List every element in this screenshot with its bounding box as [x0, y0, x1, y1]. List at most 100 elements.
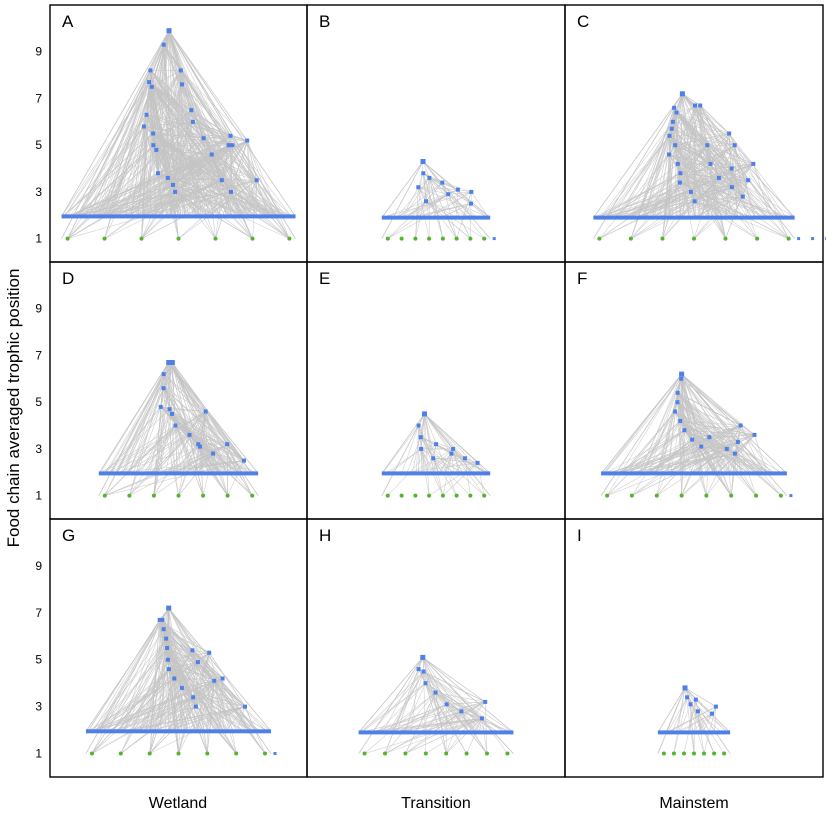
- consumer-node: [732, 143, 737, 148]
- edge: [101, 70, 151, 217]
- consumer-node: [154, 147, 159, 152]
- y-tick-label: 3: [35, 700, 42, 714]
- edge: [165, 638, 193, 651]
- consumer-node: [198, 444, 202, 449]
- edge: [148, 82, 156, 217]
- consumer-node: [735, 439, 740, 444]
- edge: [665, 128, 672, 218]
- edge: [753, 163, 789, 239]
- edge: [690, 191, 742, 218]
- edge: [193, 697, 246, 707]
- consumer-node: [675, 400, 680, 405]
- consumer-node: [746, 178, 751, 183]
- consumer-node: [157, 617, 162, 622]
- edge: [463, 203, 472, 218]
- consumer-node: [690, 437, 695, 442]
- edge: [699, 105, 744, 197]
- edge: [418, 187, 430, 239]
- edge: [662, 191, 692, 239]
- edge: [600, 373, 682, 474]
- basal-node: [127, 493, 132, 498]
- edge: [207, 680, 215, 732]
- edge: [690, 713, 713, 733]
- consumer-node: [161, 372, 166, 377]
- edge: [435, 692, 462, 712]
- edge: [103, 109, 192, 217]
- edge: [424, 413, 435, 474]
- consumer-node: [209, 152, 214, 157]
- consumer-node: [418, 435, 423, 440]
- consumer-node: [434, 442, 439, 447]
- edge: [424, 413, 430, 496]
- edge: [680, 420, 727, 450]
- consumer-node: [189, 108, 194, 113]
- edge: [711, 448, 728, 474]
- consumer-node: [422, 411, 427, 417]
- edge: [178, 411, 206, 496]
- edge: [67, 44, 164, 239]
- edge: [150, 144, 233, 217]
- edge: [163, 44, 215, 217]
- y-tick-label: 9: [35, 302, 42, 316]
- consumer-node: [144, 112, 149, 117]
- edge: [171, 413, 204, 496]
- edge: [119, 86, 153, 217]
- consumer-node: [789, 494, 793, 498]
- edge: [88, 619, 160, 732]
- edge: [627, 429, 685, 474]
- consumer-node: [440, 180, 445, 185]
- edges-a: [61, 30, 296, 239]
- edge: [192, 652, 210, 698]
- panel-frame: [306, 4, 566, 263]
- basal-node: [383, 751, 387, 756]
- consumer-node: [170, 411, 174, 416]
- edge: [97, 70, 182, 217]
- edge: [725, 180, 749, 239]
- edge: [681, 374, 702, 447]
- consumer-node: [727, 131, 732, 136]
- basal-node: [702, 751, 706, 756]
- edge: [88, 81, 150, 217]
- edge: [406, 437, 421, 474]
- panel-a: A: [49, 4, 308, 263]
- edge: [137, 425, 176, 474]
- consumer-node: [180, 82, 184, 87]
- basal-node: [605, 493, 610, 498]
- panel-label: F: [577, 269, 587, 288]
- edge: [677, 401, 755, 436]
- edge: [418, 186, 449, 195]
- edge: [429, 177, 472, 193]
- consumer-node: [190, 648, 195, 653]
- edge: [159, 619, 194, 698]
- basal-node: [205, 751, 210, 756]
- basal-node: [464, 751, 469, 756]
- edge: [203, 138, 290, 239]
- edge: [195, 145, 229, 217]
- edge: [150, 70, 176, 217]
- consumer-node: [226, 143, 231, 148]
- panel-label: G: [62, 526, 75, 545]
- edge: [110, 70, 182, 217]
- edge: [389, 448, 422, 474]
- consumer-node: [160, 617, 165, 622]
- edge: [401, 425, 419, 474]
- consumer-node: [219, 178, 224, 183]
- edge: [175, 425, 187, 474]
- edge: [158, 154, 212, 217]
- basal-node: [440, 493, 445, 498]
- edge: [680, 420, 741, 426]
- edge: [667, 697, 688, 733]
- edge: [116, 109, 192, 217]
- basal-node: [660, 236, 665, 241]
- edge: [454, 458, 466, 474]
- edge: [85, 607, 170, 732]
- edge: [152, 133, 274, 217]
- edge: [93, 650, 193, 732]
- edges-i: [657, 687, 731, 754]
- edge: [168, 607, 272, 732]
- panel-label: B: [319, 12, 330, 31]
- basal-node: [118, 751, 123, 756]
- consumer-node: [451, 446, 456, 451]
- edge: [87, 652, 210, 732]
- edge: [612, 441, 738, 474]
